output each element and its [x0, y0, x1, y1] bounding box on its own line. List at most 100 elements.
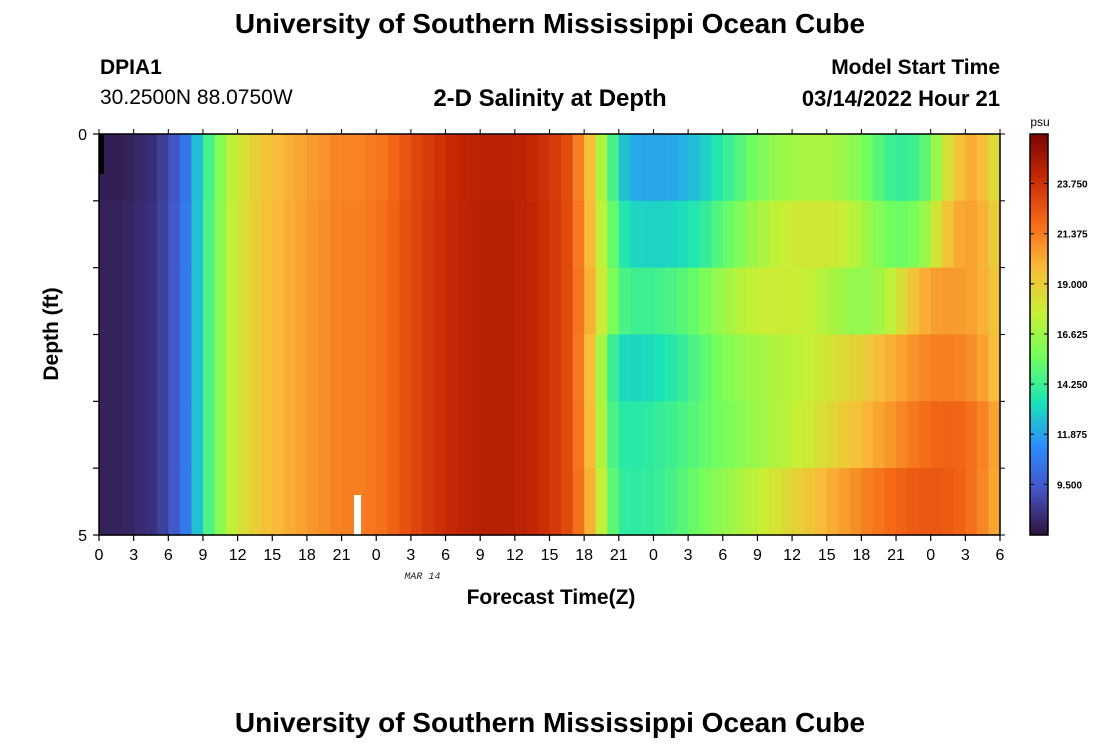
heatmap-cell	[179, 134, 193, 202]
heatmap-cell	[330, 468, 343, 536]
heatmap-cell	[514, 267, 527, 336]
heatmap-cell	[341, 468, 354, 536]
heatmap-cell	[295, 267, 308, 336]
heatmap-cell	[226, 134, 239, 202]
heatmap-cell	[745, 468, 759, 536]
heatmap-cell	[919, 401, 932, 469]
heatmap-cell	[896, 334, 909, 402]
heatmap-cell	[445, 134, 458, 202]
heatmap-cell	[803, 134, 816, 202]
x-tick-label: 18	[298, 547, 316, 564]
heatmap-cell	[514, 134, 527, 202]
heatmap-cell	[942, 267, 955, 336]
heatmap-cell	[653, 401, 666, 469]
heatmap-cell	[757, 401, 770, 469]
heatmap-cell	[803, 200, 816, 269]
heatmap-cell	[584, 468, 597, 536]
heatmap-cell	[99, 267, 112, 336]
heatmap-cell	[838, 401, 851, 469]
heatmap-cell	[283, 401, 296, 469]
heatmap-cell	[665, 134, 678, 202]
heatmap-cell	[537, 468, 551, 536]
heatmap-cell	[792, 334, 805, 402]
heatmap-cell	[99, 401, 112, 469]
heatmap-cell	[584, 200, 597, 269]
heatmap-cell	[468, 200, 481, 269]
heatmap-cell	[214, 267, 227, 336]
heatmap-cell	[942, 334, 955, 402]
heatmap-cell	[815, 468, 828, 536]
heatmap-cell	[572, 134, 585, 202]
heatmap-cell	[768, 334, 782, 402]
heatmap-cell	[537, 134, 551, 202]
heatmap-cell	[376, 468, 389, 536]
heatmap-cell	[387, 334, 400, 402]
heatmap-cell	[930, 267, 943, 336]
heatmap-cell	[214, 200, 227, 269]
heatmap-cell	[468, 468, 481, 536]
heatmap-cell	[237, 134, 250, 202]
heatmap-cell	[919, 267, 932, 336]
heatmap-cell	[433, 200, 447, 269]
heatmap-cell	[272, 334, 285, 402]
heatmap-cell	[387, 468, 400, 536]
heatmap-cell	[122, 200, 135, 269]
heatmap-cell	[364, 134, 377, 202]
heatmap-cell	[780, 200, 793, 269]
heatmap-cell	[433, 267, 447, 336]
heatmap-cell	[237, 401, 250, 469]
colorbar-unit: psu	[1030, 115, 1049, 129]
y-tick-label: 0	[78, 127, 87, 144]
heatmap-cell	[907, 401, 920, 469]
heatmap-cell	[306, 200, 320, 269]
heatmap-cell	[376, 334, 389, 402]
heatmap-cell	[491, 334, 504, 402]
heatmap-cell	[110, 468, 123, 536]
heatmap-cell	[768, 134, 782, 202]
heatmap-cell	[457, 401, 470, 469]
x-tick-label: 12	[783, 547, 801, 564]
heatmap-cell	[549, 267, 562, 336]
heatmap-cell	[965, 468, 978, 536]
colorbar-tick-label: 19.000	[1057, 280, 1088, 291]
heatmap-cell	[861, 468, 874, 536]
heatmap-cell	[191, 401, 204, 469]
heatmap-cell	[249, 267, 262, 336]
heatmap-cell	[561, 468, 574, 536]
heatmap-cell	[376, 200, 389, 269]
heatmap-cell	[872, 267, 886, 336]
heatmap-cell	[110, 200, 123, 269]
heatmap-cell	[168, 468, 181, 536]
colorbar-tick-label: 21.375	[1057, 230, 1088, 241]
heatmap-cell	[745, 401, 759, 469]
model-start-value: 03/14/2022 Hour 21	[801, 86, 1000, 111]
heatmap-cell	[549, 200, 562, 269]
heatmap-cell	[306, 468, 320, 536]
heatmap-cell	[595, 334, 608, 402]
heatmap-cell	[722, 267, 735, 336]
heatmap-cell	[584, 134, 597, 202]
heatmap-cell	[896, 401, 909, 469]
heatmap-cell	[341, 401, 354, 469]
heatmap-cell	[122, 334, 135, 402]
heatmap-cell	[595, 134, 608, 202]
heatmap-cell	[226, 267, 239, 336]
heatmap-cell	[665, 401, 678, 469]
heatmap-cell	[318, 401, 331, 469]
heatmap-cell	[260, 200, 273, 269]
heatmap-cell	[260, 334, 273, 402]
heatmap-cell	[572, 401, 585, 469]
heatmap-cell	[237, 200, 250, 269]
heatmap-cell	[480, 267, 493, 336]
heatmap-cell	[780, 401, 793, 469]
heatmap-cell	[179, 334, 193, 402]
heatmap-cell	[930, 200, 943, 269]
heatmap-cell	[676, 267, 689, 336]
heatmap-cell	[711, 401, 724, 469]
heatmap-cell	[722, 134, 735, 202]
heatmap-cell	[734, 134, 747, 202]
heatmap-cell	[930, 401, 943, 469]
heatmap-cell	[156, 468, 169, 536]
heatmap-cell	[133, 134, 146, 202]
heatmap-cell	[815, 134, 828, 202]
